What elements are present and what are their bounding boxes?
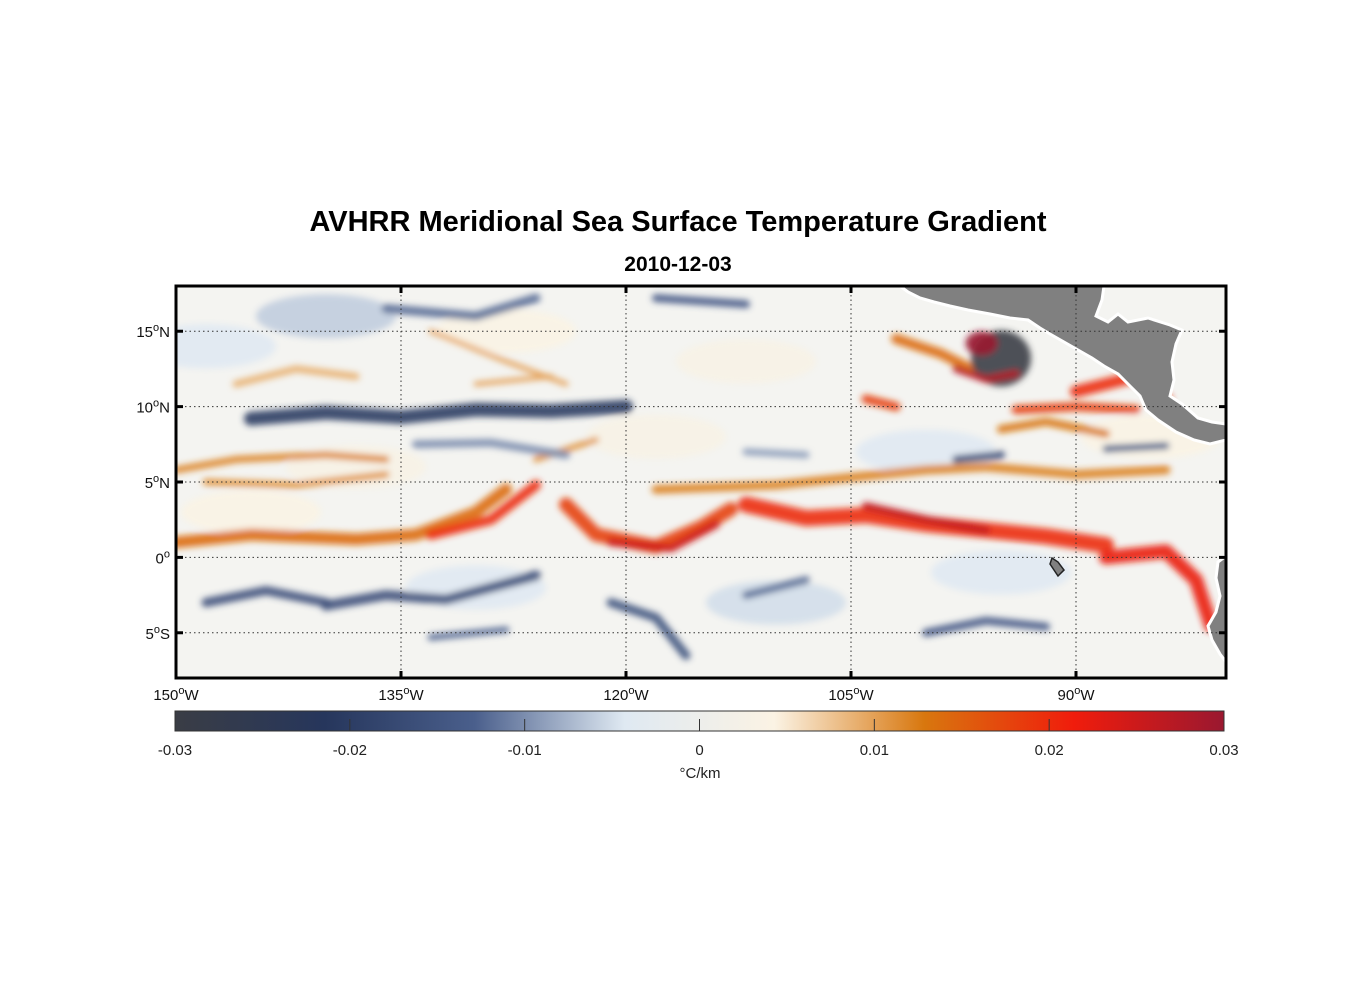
colorbar-tick-label: 0.02 [1035, 742, 1064, 759]
y-axis: 15oN 10oN 5oN 0o 5oS [136, 322, 170, 643]
y-tick-label: 5oN [145, 473, 170, 492]
gradient-feature [201, 586, 331, 608]
gradient-feature [997, 417, 1110, 438]
colorbar-tick-label: -0.01 [508, 742, 542, 759]
gradient-feature [256, 294, 396, 339]
land-south-america [1206, 554, 1226, 665]
x-tick-label: 135oW [378, 685, 424, 704]
gradient-feature [427, 626, 510, 641]
gradient-feature [931, 550, 1071, 595]
chart-title: AVHRR Meridional Sea Surface Temperature… [309, 206, 1047, 238]
gradient-feature [676, 339, 816, 384]
gradient-feature [891, 333, 976, 374]
gradient-feature [965, 331, 998, 356]
gradient-feature [533, 436, 599, 463]
colorbar-tick-label: 0 [695, 742, 703, 759]
gradient-feature [861, 394, 901, 412]
gradient-feature [176, 451, 390, 474]
gradient-feature [738, 496, 1114, 554]
map-area [176, 286, 1226, 678]
gradient-feature [473, 374, 554, 387]
land [897, 286, 1226, 665]
y-tick-label: 15oN [136, 322, 170, 341]
gradient-feature [652, 294, 750, 309]
colorbar-tick-label: -0.03 [158, 742, 192, 759]
gradient-feature [412, 438, 570, 459]
gradient-feature [181, 490, 321, 535]
gradient-feature [176, 324, 276, 369]
gradient-feature [1102, 442, 1170, 453]
x-tick-label: 90oW [1058, 685, 1096, 704]
gradient-feature [232, 365, 360, 388]
gradient-feature [742, 576, 810, 600]
x-tick-label: 120oW [603, 685, 649, 704]
gradient-feature [426, 480, 541, 540]
gradient-feature [742, 448, 810, 459]
gradient-feature [244, 399, 633, 426]
gradient-feature [176, 483, 512, 549]
colorbar-tick-label: 0.01 [860, 742, 889, 759]
colorbar-tick-label: 0.03 [1209, 742, 1238, 759]
gradient-feature [706, 580, 846, 625]
gradient-feature [862, 502, 990, 535]
land-mexico [897, 286, 1226, 446]
gradient-feature [202, 471, 390, 489]
gradient-feature [607, 520, 720, 553]
gradient-feature [651, 462, 1171, 494]
gradient-feature [321, 570, 541, 611]
x-tick-label: 150oW [153, 685, 199, 704]
x-axis: 150oW 135oW 120oW 105oW 90oW [153, 685, 1095, 704]
axis-ticks [174, 286, 1226, 678]
gradient-feature [1099, 544, 1218, 633]
gradient-feature [952, 450, 1005, 464]
y-tick-label: 10oN [136, 398, 170, 417]
colorbar-ticks: -0.03 -0.02 -0.01 0 0.01 0.02 0.03 [158, 719, 1239, 759]
chart-subtitle: 2010-12-03 [624, 253, 732, 276]
gradient-feature [586, 414, 726, 459]
colorbar-units-label: °C/km [680, 765, 721, 782]
gradient-feature [952, 365, 1020, 383]
land-galapagos [1049, 556, 1065, 578]
colorbar-tick-label: -0.02 [333, 742, 367, 759]
gradient-feature [381, 293, 541, 321]
gradient-feature [922, 616, 1050, 637]
y-tick-label: 5oS [146, 624, 170, 643]
x-tick-label: 105oW [828, 685, 874, 704]
y-tick-label: 0o [156, 548, 170, 567]
gradient-feature [606, 598, 691, 660]
